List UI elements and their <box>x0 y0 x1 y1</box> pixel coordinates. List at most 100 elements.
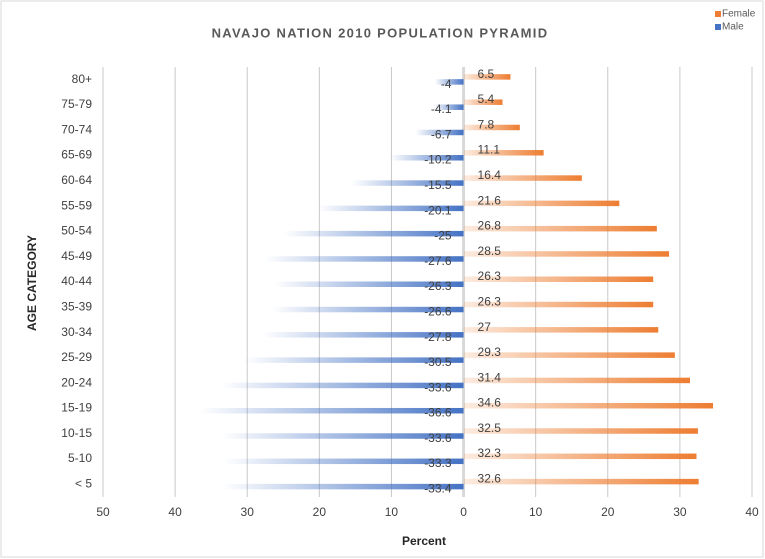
bar <box>463 402 714 409</box>
x-tick-label: 30 <box>241 505 255 519</box>
bar <box>318 205 464 212</box>
data-label: 16.4 <box>478 168 502 182</box>
y-tick-label: 40-44 <box>61 274 92 288</box>
data-label: 6.5 <box>478 67 495 81</box>
bar <box>463 225 657 232</box>
legend-label: Female <box>722 9 756 20</box>
data-label: -27.8 <box>424 330 452 344</box>
bar <box>463 175 582 181</box>
bar <box>463 251 670 257</box>
data-label: -26.6 <box>424 304 452 318</box>
data-label: -33.6 <box>424 431 452 445</box>
legend-label: Male <box>722 22 744 33</box>
legend-swatch <box>715 24 721 30</box>
data-label: -6.7 <box>431 127 452 141</box>
y-tick-label: 5-10 <box>68 451 92 465</box>
data-label: 32.3 <box>478 446 502 460</box>
bar <box>463 453 697 460</box>
bar <box>463 327 659 333</box>
data-label: 26.3 <box>478 294 502 308</box>
bar <box>463 200 620 207</box>
data-label: 21.6 <box>478 193 502 207</box>
x-tick-label: 10 <box>529 505 543 519</box>
data-label: -10.2 <box>424 153 452 167</box>
bar <box>415 129 464 136</box>
data-label: -33.6 <box>424 380 452 394</box>
data-label: 32.6 <box>478 472 502 486</box>
data-label: -33.3 <box>424 456 452 470</box>
y-tick-label: 45-49 <box>61 249 92 263</box>
data-label: -4 <box>441 77 452 91</box>
x-tick-label: 20 <box>313 505 327 519</box>
data-label: -33.4 <box>424 482 452 496</box>
data-label: -36.6 <box>424 406 452 420</box>
bar <box>351 180 464 186</box>
data-label: -27.6 <box>424 254 452 268</box>
bar <box>463 150 544 156</box>
data-label: 34.6 <box>478 396 502 410</box>
data-label: -25 <box>434 229 452 243</box>
legend-swatch <box>715 11 721 17</box>
y-tick-label: 15-19 <box>61 401 92 415</box>
y-tick-label: 20-24 <box>61 375 92 389</box>
y-tick-label: 10-15 <box>61 426 92 440</box>
y-tick-label: 50-54 <box>61 224 92 238</box>
bar <box>463 124 520 131</box>
bar <box>222 483 464 490</box>
bar <box>243 357 464 363</box>
bar <box>223 458 464 465</box>
x-tick-label: 50 <box>96 505 110 519</box>
bar <box>433 104 464 110</box>
bar <box>463 276 654 282</box>
x-tick-label: 0 <box>460 505 467 519</box>
data-label: 32.5 <box>478 421 502 435</box>
y-tick-label: 75-79 <box>61 97 92 111</box>
x-axis-title: Percent <box>402 534 446 548</box>
y-tick-label: 35-39 <box>61 299 92 313</box>
y-tick-label: 65-69 <box>61 148 92 162</box>
bar <box>221 382 464 389</box>
data-label: 29.3 <box>478 345 502 359</box>
bar <box>271 306 464 313</box>
bar <box>434 79 464 85</box>
bar <box>463 74 511 80</box>
bar <box>264 256 464 262</box>
y-tick-label: 80+ <box>72 72 92 86</box>
chart-title: NAVAJO NATION 2010 POPULATION PYRAMID <box>212 25 549 40</box>
x-tick-label: 30 <box>673 505 687 519</box>
data-label: -26.3 <box>424 279 452 293</box>
data-label: 27 <box>478 320 492 334</box>
bar <box>463 478 699 485</box>
data-label: 11.1 <box>478 143 501 157</box>
x-tick-label: 40 <box>745 505 759 519</box>
x-tick-label: 20 <box>601 505 615 519</box>
bar <box>463 428 698 434</box>
bar <box>283 230 464 237</box>
bar <box>221 433 464 439</box>
x-tick-label: 40 <box>168 505 182 519</box>
bar <box>273 281 464 287</box>
bar <box>463 99 503 105</box>
data-label: 26.3 <box>478 269 502 283</box>
bar <box>463 301 654 308</box>
y-tick-label: 60-64 <box>61 173 92 187</box>
data-label: 31.4 <box>478 370 502 384</box>
data-label: 26.8 <box>478 219 502 233</box>
x-tick-label: 10 <box>385 505 399 519</box>
data-label: 5.4 <box>478 92 495 106</box>
data-label: -30.5 <box>424 355 452 369</box>
y-tick-label: 30-34 <box>61 325 92 339</box>
data-label: 7.8 <box>478 117 495 131</box>
data-label: 28.5 <box>478 244 502 258</box>
bar <box>463 352 675 358</box>
y-tick-label: 70-74 <box>61 122 92 136</box>
data-label: -20.1 <box>424 203 452 217</box>
bar <box>199 407 464 414</box>
y-tick-label: 25-29 <box>61 350 92 364</box>
data-label: -15.5 <box>424 178 452 192</box>
y-tick-label: 55-59 <box>61 198 92 212</box>
y-tick-label: < 5 <box>75 477 92 491</box>
y-axis-title: AGE CATEGORY <box>25 235 39 331</box>
data-label: -4.1 <box>431 102 452 116</box>
